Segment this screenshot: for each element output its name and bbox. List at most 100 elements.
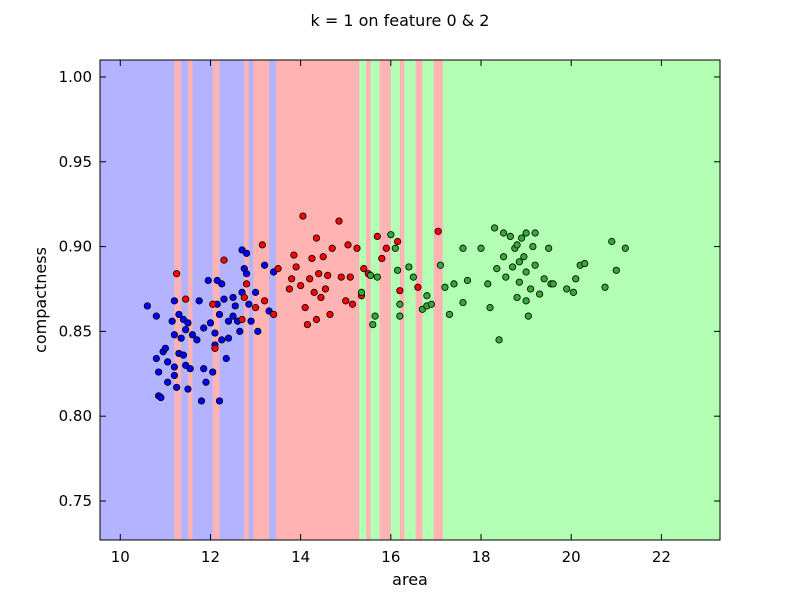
y-tick-label: 0.80 bbox=[59, 407, 92, 425]
data-point-class_1 bbox=[215, 310, 224, 319]
data-point-class_1 bbox=[195, 297, 203, 305]
data-point-class_1 bbox=[184, 385, 192, 393]
y-axis-label: compactness bbox=[31, 247, 50, 353]
data-point-class_3 bbox=[513, 241, 521, 249]
data-point-class_2 bbox=[326, 310, 334, 319]
data-point-class_3 bbox=[499, 253, 508, 261]
data-point-class_3 bbox=[369, 320, 377, 329]
data-point-class_1 bbox=[222, 354, 230, 363]
data-point-class_3 bbox=[459, 244, 467, 252]
data-point-class_2 bbox=[306, 275, 314, 283]
x-tick-label: 16 bbox=[381, 548, 400, 566]
data-point-class_2 bbox=[211, 344, 219, 352]
data-point-class_2 bbox=[240, 293, 248, 302]
data-point-class_3 bbox=[522, 268, 530, 276]
data-point-class_2 bbox=[251, 304, 260, 312]
data-point-class_2 bbox=[288, 275, 296, 283]
data-point-class_3 bbox=[513, 293, 521, 302]
data-point-class_3 bbox=[506, 232, 514, 240]
data-point-class_1 bbox=[177, 334, 185, 342]
decision-region-class_2 bbox=[187, 60, 193, 540]
data-point-class_1 bbox=[143, 302, 151, 310]
decision-region-class_3 bbox=[422, 60, 435, 540]
data-point-class_1 bbox=[155, 368, 163, 376]
data-point-class_2 bbox=[335, 217, 343, 225]
data-point-class_3 bbox=[621, 244, 629, 252]
data-point-class_1 bbox=[152, 354, 160, 363]
data-point-class_3 bbox=[601, 283, 609, 291]
data-point-class_1 bbox=[224, 317, 233, 325]
data-point-class_3 bbox=[531, 261, 539, 269]
data-point-class_1 bbox=[215, 397, 224, 405]
data-point-class_3 bbox=[536, 290, 544, 298]
data-point-class_3 bbox=[531, 229, 539, 237]
data-points bbox=[143, 212, 629, 405]
data-point-class_3 bbox=[441, 283, 449, 291]
data-point-class_1 bbox=[236, 327, 244, 335]
decision-region-class_2 bbox=[415, 60, 423, 540]
data-point-class_1 bbox=[157, 393, 165, 402]
decision-region-class_1 bbox=[100, 60, 175, 540]
y-tick-label: 0.75 bbox=[59, 492, 92, 510]
data-point-class_3 bbox=[477, 244, 485, 252]
data-point-class_3 bbox=[515, 258, 523, 266]
data-point-class_2 bbox=[310, 288, 318, 296]
data-point-class_1 bbox=[197, 397, 206, 405]
data-point-class_3 bbox=[608, 237, 616, 246]
data-point-class_2 bbox=[346, 273, 354, 281]
data-point-class_2 bbox=[315, 270, 323, 278]
data-point-class_3 bbox=[569, 288, 578, 296]
data-point-class_3 bbox=[357, 288, 366, 296]
data-point-class_3 bbox=[545, 244, 553, 252]
x-tick-label: 18 bbox=[471, 548, 490, 566]
data-point-class_1 bbox=[175, 310, 183, 319]
data-point-class_2 bbox=[337, 273, 345, 281]
data-point-class_2 bbox=[182, 295, 190, 303]
data-point-class_3 bbox=[459, 298, 467, 307]
data-point-class_3 bbox=[423, 292, 431, 300]
data-point-class_2 bbox=[285, 285, 293, 293]
data-point-class_1 bbox=[229, 312, 237, 320]
data-point-class_2 bbox=[209, 300, 217, 308]
data-point-class_2 bbox=[414, 283, 422, 291]
data-point-class_3 bbox=[373, 273, 381, 281]
data-point-class_3 bbox=[517, 234, 526, 242]
data-point-class_2 bbox=[360, 265, 368, 273]
data-point-class_3 bbox=[549, 280, 557, 288]
data-point-class_1 bbox=[229, 293, 237, 302]
data-point-class_2 bbox=[324, 271, 332, 280]
data-point-class_2 bbox=[274, 265, 282, 273]
decision-region-class_2 bbox=[174, 60, 182, 540]
data-point-class_2 bbox=[382, 244, 390, 252]
data-point-class_1 bbox=[218, 336, 226, 344]
data-point-class_1 bbox=[164, 378, 172, 386]
data-point-class_2 bbox=[303, 320, 312, 329]
data-point-class_3 bbox=[522, 229, 530, 237]
x-tick-label: 10 bbox=[111, 548, 130, 566]
data-point-class_2 bbox=[396, 287, 404, 295]
data-point-class_1 bbox=[224, 334, 233, 342]
data-point-class_2 bbox=[312, 234, 321, 242]
x-axis: 10 12 14 16 18 20 22 bbox=[111, 60, 671, 566]
data-point-class_3 bbox=[405, 263, 413, 271]
data-point-class_1 bbox=[245, 300, 253, 308]
data-point-class_3 bbox=[563, 285, 571, 293]
data-point-class_3 bbox=[499, 229, 508, 237]
y-tick-label: 0.85 bbox=[59, 322, 92, 340]
decision-region-class_2 bbox=[212, 60, 220, 540]
decision-region-class_2 bbox=[379, 60, 392, 540]
x-tick-label: 22 bbox=[652, 548, 671, 566]
data-point-class_2 bbox=[173, 270, 181, 278]
data-point-class_2 bbox=[301, 304, 309, 312]
data-point-class_1 bbox=[247, 317, 255, 325]
data-point-class_3 bbox=[515, 278, 523, 286]
data-point-class_3 bbox=[522, 297, 530, 305]
data-point-class_1 bbox=[173, 383, 181, 391]
decision-region-class_2 bbox=[433, 60, 444, 540]
data-point-class_1 bbox=[200, 324, 208, 332]
data-point-class_2 bbox=[297, 281, 305, 290]
y-tick-label: 1.00 bbox=[59, 68, 92, 86]
decision-region-class_3 bbox=[370, 60, 381, 540]
data-point-class_3 bbox=[391, 244, 399, 252]
